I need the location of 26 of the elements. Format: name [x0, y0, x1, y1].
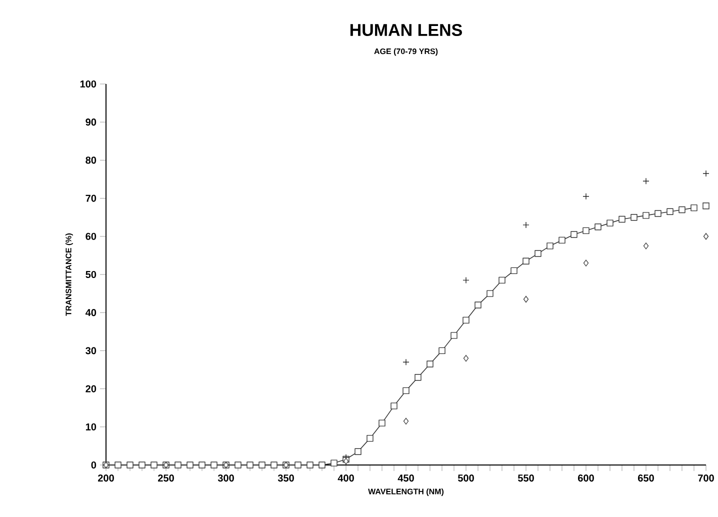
x-tick-label: 250 — [158, 474, 174, 482]
x-tick-label: 500 — [458, 474, 474, 482]
x-tick-label: 300 — [218, 474, 234, 482]
x-tick-label: 550 — [518, 474, 534, 482]
y-tick-label: 10 — [86, 423, 96, 430]
y-tick-label: 40 — [86, 309, 96, 316]
y-tick-label: 90 — [86, 118, 96, 126]
x-tick-label: 350 — [278, 474, 294, 482]
chart-subtitle: AGE (70-79 YRS) — [374, 48, 438, 56]
y-tick-label: 100 — [80, 80, 96, 88]
y-tick-label: 60 — [86, 232, 96, 240]
x-tick-label: 400 — [338, 474, 354, 482]
x-axis-title: WAVELENGTH (NM) — [368, 488, 444, 496]
x-tick-label: 700 — [698, 474, 714, 482]
y-axis-title: TRANSMITTANCE (%) — [65, 233, 73, 316]
y-tick-label: 0 — [91, 461, 96, 469]
y-tick-label: 20 — [86, 385, 96, 392]
x-tick-label: 600 — [578, 474, 594, 482]
y-tick-label: 30 — [86, 347, 96, 354]
y-tick-label: 80 — [86, 156, 96, 164]
x-tick-label: 650 — [638, 474, 654, 482]
x-tick-label: 200 — [98, 474, 114, 482]
chart-title: HUMAN LENS — [350, 24, 462, 36]
y-tick-label: 50 — [86, 270, 96, 278]
x-tick-label: 450 — [398, 474, 414, 482]
y-tick-label: 70 — [86, 194, 96, 202]
